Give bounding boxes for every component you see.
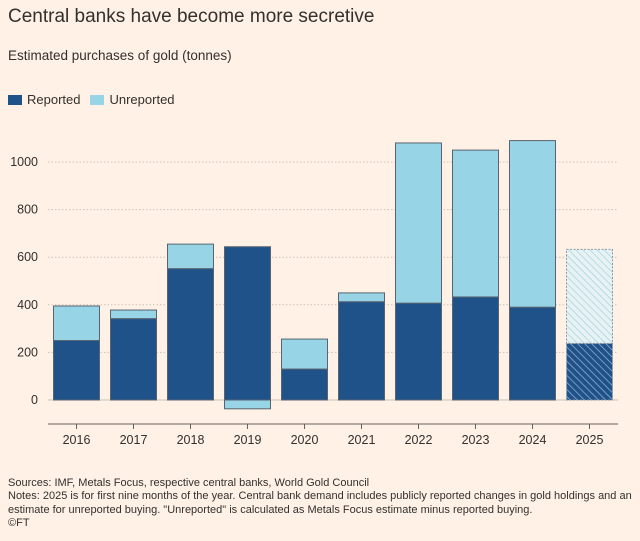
y-tick-label-1000: 1000 xyxy=(10,155,38,169)
legend-swatch-unreported xyxy=(90,94,105,105)
legend-label-unreported: Unreported xyxy=(109,92,175,107)
x-tick-label-2016: 2016 xyxy=(63,433,91,447)
x-tick-label-2025: 2025 xyxy=(576,433,604,447)
bar-unreported-2022 xyxy=(395,142,442,304)
x-tick-label-2021: 2021 xyxy=(348,433,376,447)
legend-swatch-reported xyxy=(8,94,22,105)
y-tick-label-200: 200 xyxy=(17,345,38,359)
bar-unreported-2016 xyxy=(53,305,100,341)
bar-unreported-2021 xyxy=(338,292,385,303)
y-tick-label-400: 400 xyxy=(17,298,38,312)
bar-reported-2025 xyxy=(566,342,613,401)
x-tick-label-2017: 2017 xyxy=(120,433,148,447)
bar-reported-2023 xyxy=(452,296,499,401)
legend: Reported Unreported xyxy=(8,92,185,107)
bar-reported-2021 xyxy=(338,301,385,401)
bar-reported-2016 xyxy=(53,340,100,401)
legend-item-unreported: Unreported xyxy=(90,92,175,107)
bar-reported-2018 xyxy=(167,268,214,401)
bar-layer xyxy=(53,140,613,410)
chart-title: Central banks have become more secretive xyxy=(8,6,375,27)
y-tick-label-600: 600 xyxy=(17,250,38,264)
bar-reported-2017 xyxy=(110,318,157,401)
y-tick-label-0: 0 xyxy=(31,393,38,407)
y-tick-label-800: 800 xyxy=(17,203,38,217)
footer-credit: ©FT xyxy=(8,517,30,530)
bar-reported-2019 xyxy=(224,246,271,401)
x-tick-label-2022: 2022 xyxy=(405,433,433,447)
bar-unreported-2023 xyxy=(452,149,499,298)
chart-subtitle: Estimated purchases of gold (tonnes) xyxy=(8,48,232,63)
bar-reported-2020 xyxy=(281,368,328,401)
footer-sources: Sources: IMF, Metals Focus, respective c… xyxy=(8,477,370,489)
x-tick-label-2019: 2019 xyxy=(234,433,262,447)
axis-layer: 0 200 400 600 800 1000 2016 2017 2018 2019 2020 202… xyxy=(10,155,618,447)
x-tick-label-2020: 2020 xyxy=(291,433,319,447)
bar-unreported-2018 xyxy=(167,243,214,270)
legend-label-reported: Reported xyxy=(27,92,81,107)
bar-unreported-2019 xyxy=(224,399,271,410)
x-tick-label-2023: 2023 xyxy=(462,433,490,447)
footer: Sources: IMF, Metals Focus, respective c… xyxy=(8,477,636,531)
x-tick-label-2018: 2018 xyxy=(177,433,205,447)
legend-item-reported: Reported xyxy=(8,92,80,107)
footer-notes: Notes: 2025 is for first nine months of … xyxy=(8,490,632,516)
bar-unreported-2017 xyxy=(110,309,157,320)
bar-reported-2024 xyxy=(509,306,556,401)
bar-unreported-2025 xyxy=(566,248,613,344)
bar-reported-2022 xyxy=(395,302,442,401)
bar-unreported-2020 xyxy=(281,338,328,370)
bar-unreported-2024 xyxy=(509,140,556,308)
x-tick-label-2024: 2024 xyxy=(519,433,547,447)
